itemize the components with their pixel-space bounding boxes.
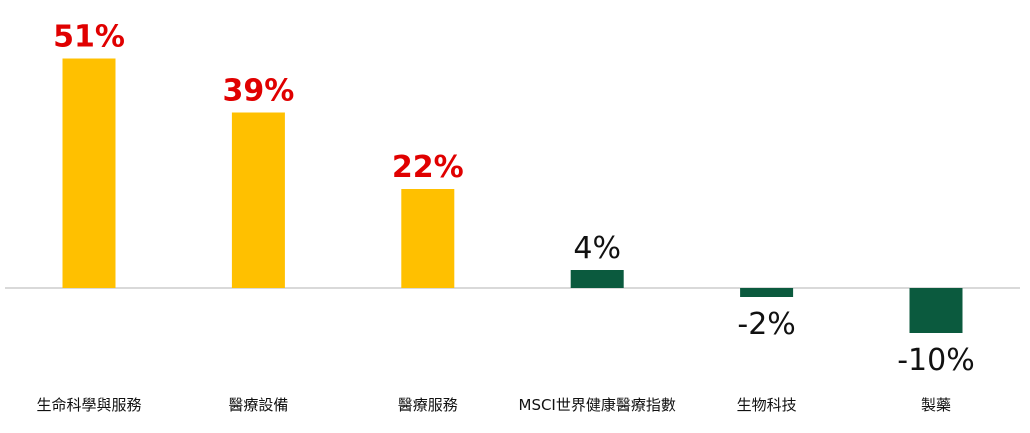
category-label-2: 醫療服務 xyxy=(398,396,458,414)
bar-3 xyxy=(570,270,624,288)
value-label-2: 22% xyxy=(392,150,464,185)
value-label-4: -2% xyxy=(737,307,795,342)
bar-4 xyxy=(740,288,794,297)
bars-group xyxy=(62,58,963,333)
category-label-1: 醫療設備 xyxy=(228,396,288,414)
category-label-3: MSCI世界健康醫療指數 xyxy=(519,396,676,414)
value-label-5: -10% xyxy=(897,343,975,378)
value-label-1: 39% xyxy=(222,74,294,109)
category-label-4: 生物科技 xyxy=(737,396,797,414)
category-labels-group: 生命科學與服務 醫療設備 醫療服務 MSCI世界健康醫療指數 生物科技 製藥 xyxy=(36,396,951,414)
bar-5 xyxy=(909,288,963,333)
category-label-5: 製藥 xyxy=(921,396,951,414)
bar-1 xyxy=(231,112,285,288)
value-label-0: 51% xyxy=(53,20,125,55)
value-label-3: 4% xyxy=(573,231,621,266)
category-label-0: 生命科學與服務 xyxy=(36,396,141,414)
bar-2 xyxy=(401,189,455,288)
bar-0 xyxy=(62,58,116,288)
value-labels-group: 51% 39% 22% 4% -2% -10% xyxy=(53,20,975,379)
